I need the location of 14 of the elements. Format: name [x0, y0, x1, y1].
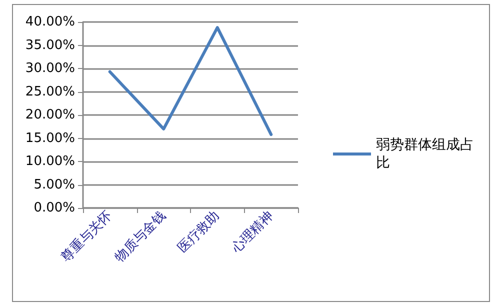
y-tick-label: 5.00%	[34, 177, 75, 192]
y-tick-label: 35.00%	[25, 38, 75, 53]
y-tick-label: 0.00%	[34, 200, 75, 216]
y-tick-label: 30.00%	[25, 61, 75, 76]
y-tick-label: 40.00%	[25, 14, 75, 30]
line-series	[108, 26, 273, 136]
legend-label: 弱势群体组成占比	[376, 137, 474, 171]
y-tick-label: 20.00%	[25, 108, 75, 122]
x-tick-label: 物质与金钱	[112, 208, 169, 266]
y-tick-label: 10.00%	[25, 154, 75, 169]
y-tick-label: 15.00%	[25, 130, 75, 146]
x-tick-label: 医疗救助	[175, 208, 223, 256]
x-tick-label: 心理精神	[228, 208, 276, 257]
y-tick-label: 25.00%	[25, 84, 75, 100]
